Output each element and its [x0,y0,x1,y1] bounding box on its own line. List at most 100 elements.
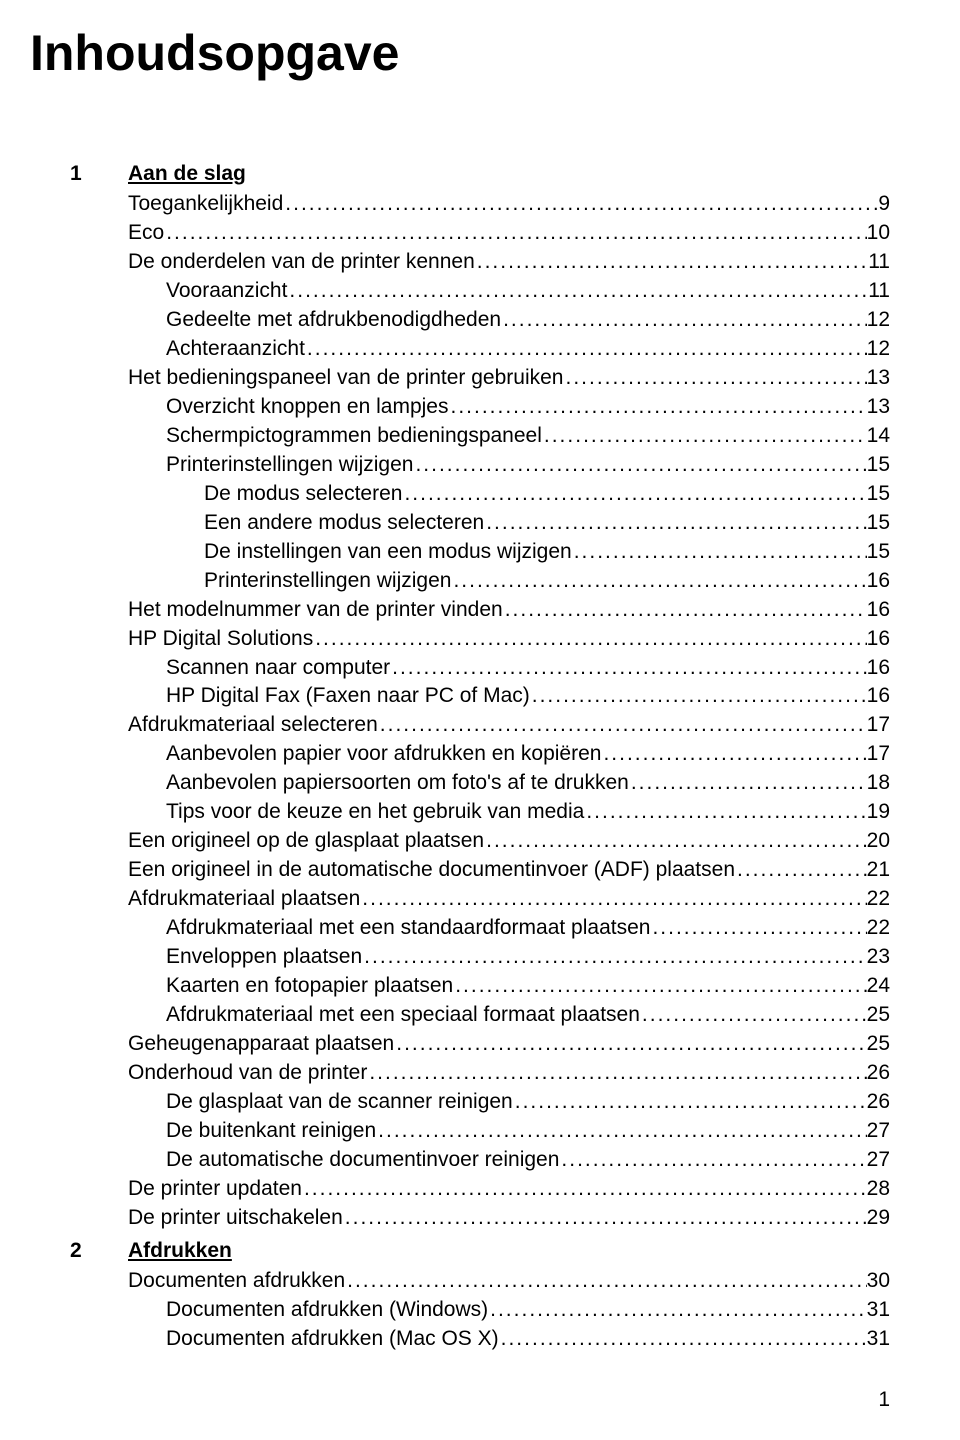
toc-page: Inhoudsopgave 1Aan de slagToegankelijkhe… [0,0,960,1440]
toc-entry-label: Onderhoud van de printer [128,1059,367,1088]
toc-entry-page: 23 [867,943,890,972]
toc-entry-page: 21 [867,856,890,885]
toc-leader-dots [503,596,867,625]
toc-entry[interactable]: Eco10 [128,219,890,248]
toc-entry[interactable]: Geheugenapparaat plaatsen 25 [128,1030,890,1059]
toc-leader-dots [542,422,867,451]
toc-entry[interactable]: De glasplaat van de scanner reinigen26 [128,1088,890,1117]
toc-leader-dots [302,1175,867,1204]
chapter-title-link[interactable]: Afdrukken [128,1239,232,1263]
toc-entry[interactable]: De modus selecteren15 [128,480,890,509]
toc-entry-page: 15 [867,509,890,538]
toc-entry[interactable]: De instellingen van een modus wijzigen15 [128,538,890,567]
page-title: Inhoudsopgave [30,24,890,82]
toc-leader-dots [413,451,866,480]
toc-entry[interactable]: Afdrukmateriaal met een speciaal formaat… [128,1001,890,1030]
toc-leader-dots [451,567,866,596]
toc-entry-label: Documenten afdrukken (Mac OS X) [166,1325,499,1354]
toc-entry[interactable]: Printerinstellingen wijzigen15 [128,451,890,480]
toc-entry[interactable]: Een origineel in de automatische documen… [128,856,890,885]
toc-entry[interactable]: Een andere modus selecteren15 [128,509,890,538]
toc-entry[interactable]: Afdrukmateriaal selecteren17 [128,711,890,740]
toc-entry[interactable]: De printer uitschakelen29 [128,1204,890,1233]
chapter-number: 2 [70,1239,128,1263]
toc-entry[interactable]: Documenten afdrukken (Windows)31 [128,1296,890,1325]
toc-entry[interactable]: Documenten afdrukken 30 [128,1267,890,1296]
toc-entry-page: 17 [867,740,890,769]
toc-entry[interactable]: Onderhoud van de printer26 [128,1059,890,1088]
toc-entry[interactable]: Gedeelte met afdrukbenodigdheden 12 [128,306,890,335]
toc-entry[interactable]: Vooraanzicht11 [128,277,890,306]
toc-entry-label: Documenten afdrukken [128,1267,345,1296]
toc-entry[interactable]: De buitenkant reinigen 27 [128,1117,890,1146]
toc-entry[interactable]: De printer updaten28 [128,1175,890,1204]
toc-entry[interactable]: Aanbevolen papier voor afdrukken en kopi… [128,740,890,769]
toc-entry[interactable]: Tips voor de keuze en het gebruik van me… [128,798,890,827]
toc-entry-page: 31 [867,1296,890,1325]
toc-entry[interactable]: Overzicht knoppen en lampjes13 [128,393,890,422]
toc-entry-page: 20 [867,827,890,856]
toc-leader-dots [501,306,867,335]
toc-entry-page: 13 [867,364,890,393]
toc-entry-label: De automatische documentinvoer reinigen [166,1146,559,1175]
toc-leader-dots [449,393,867,422]
toc-leader-dots [453,972,866,1001]
toc-entry-page: 30 [867,1267,890,1296]
toc-entry-page: 12 [867,306,890,335]
toc-entry-page: 25 [867,1001,890,1030]
toc-entry-page: 9 [878,190,890,219]
toc-entry[interactable]: Enveloppen plaatsen23 [128,943,890,972]
toc-entry-label: Gedeelte met afdrukbenodigdheden [166,306,501,335]
toc-leader-dots [378,711,867,740]
toc-leader-dots [305,335,867,364]
toc-entry-label: De buitenkant reinigen [166,1117,376,1146]
toc-entry[interactable]: Afdrukmateriaal met een standaardformaat… [128,914,890,943]
toc-entry[interactable]: Het modelnummer van de printer vinden16 [128,596,890,625]
toc-entry-page: 31 [867,1325,890,1354]
toc-entry-label: De printer uitschakelen [128,1204,343,1233]
toc-entry[interactable]: Printerinstellingen wijzigen16 [128,567,890,596]
toc-entry[interactable]: HP Digital Solutions16 [128,625,890,654]
toc-entry-label: Achteraanzicht [166,335,305,364]
toc-entry-page: 15 [867,451,890,480]
toc-leader-dots [367,1059,866,1088]
chapter-title-link[interactable]: Aan de slag [128,162,246,186]
toc-entry[interactable]: Scannen naar computer16 [128,654,890,683]
toc-entry[interactable]: Schermpictogrammen bedieningspaneel14 [128,422,890,451]
toc-entry[interactable]: Aanbevolen papiersoorten om foto's af te… [128,769,890,798]
toc-entry[interactable]: Documenten afdrukken (Mac OS X) 31 [128,1325,890,1354]
toc-leader-dots [313,625,866,654]
toc-entry-page: 15 [867,538,890,567]
toc-entry-label: Afdrukmateriaal met een standaardformaat… [166,914,650,943]
toc-leader-dots [584,798,866,827]
toc-entry-label: HP Digital Fax (Faxen naar PC of Mac) [166,682,530,711]
toc-entry[interactable]: Een origineel op de glasplaat plaatsen20 [128,827,890,856]
toc-entry[interactable]: Toegankelijkheid 9 [128,190,890,219]
toc-entry[interactable]: HP Digital Fax (Faxen naar PC of Mac)16 [128,682,890,711]
toc-leader-dots [484,509,866,538]
toc-leader-dots [360,885,866,914]
toc-entry[interactable]: Kaarten en fotopapier plaatsen24 [128,972,890,1001]
toc-entry[interactable]: Afdrukmateriaal plaatsen22 [128,885,890,914]
toc-entry-page: 13 [867,393,890,422]
toc-leader-dots [572,538,867,567]
toc-entry-page: 16 [867,567,890,596]
toc-leader-dots [640,1001,867,1030]
toc-entry[interactable]: De onderdelen van de printer kennen11 [128,248,890,277]
toc-entry-label: Een origineel in de automatische documen… [128,856,735,885]
toc-leader-dots [390,654,867,683]
toc-entry-page: 25 [867,1030,890,1059]
toc-entry[interactable]: Achteraanzicht12 [128,335,890,364]
toc-entry[interactable]: Het bedieningspaneel van de printer gebr… [128,364,890,393]
toc-leader-dots [164,219,866,248]
toc-leader-dots [362,943,866,972]
toc-entry[interactable]: De automatische documentinvoer reinigen2… [128,1146,890,1175]
toc-entry-label: Geheugenapparaat plaatsen [128,1030,394,1059]
toc-entry-label: Toegankelijkheid [128,190,283,219]
toc-entry-label: Scannen naar computer [166,654,390,683]
toc-leader-dots [475,248,868,277]
toc-leader-dots [484,827,867,856]
toc-entry-label: HP Digital Solutions [128,625,313,654]
chapter-heading: 2Afdrukken [70,1239,890,1263]
toc-entry-label: De printer updaten [128,1175,302,1204]
